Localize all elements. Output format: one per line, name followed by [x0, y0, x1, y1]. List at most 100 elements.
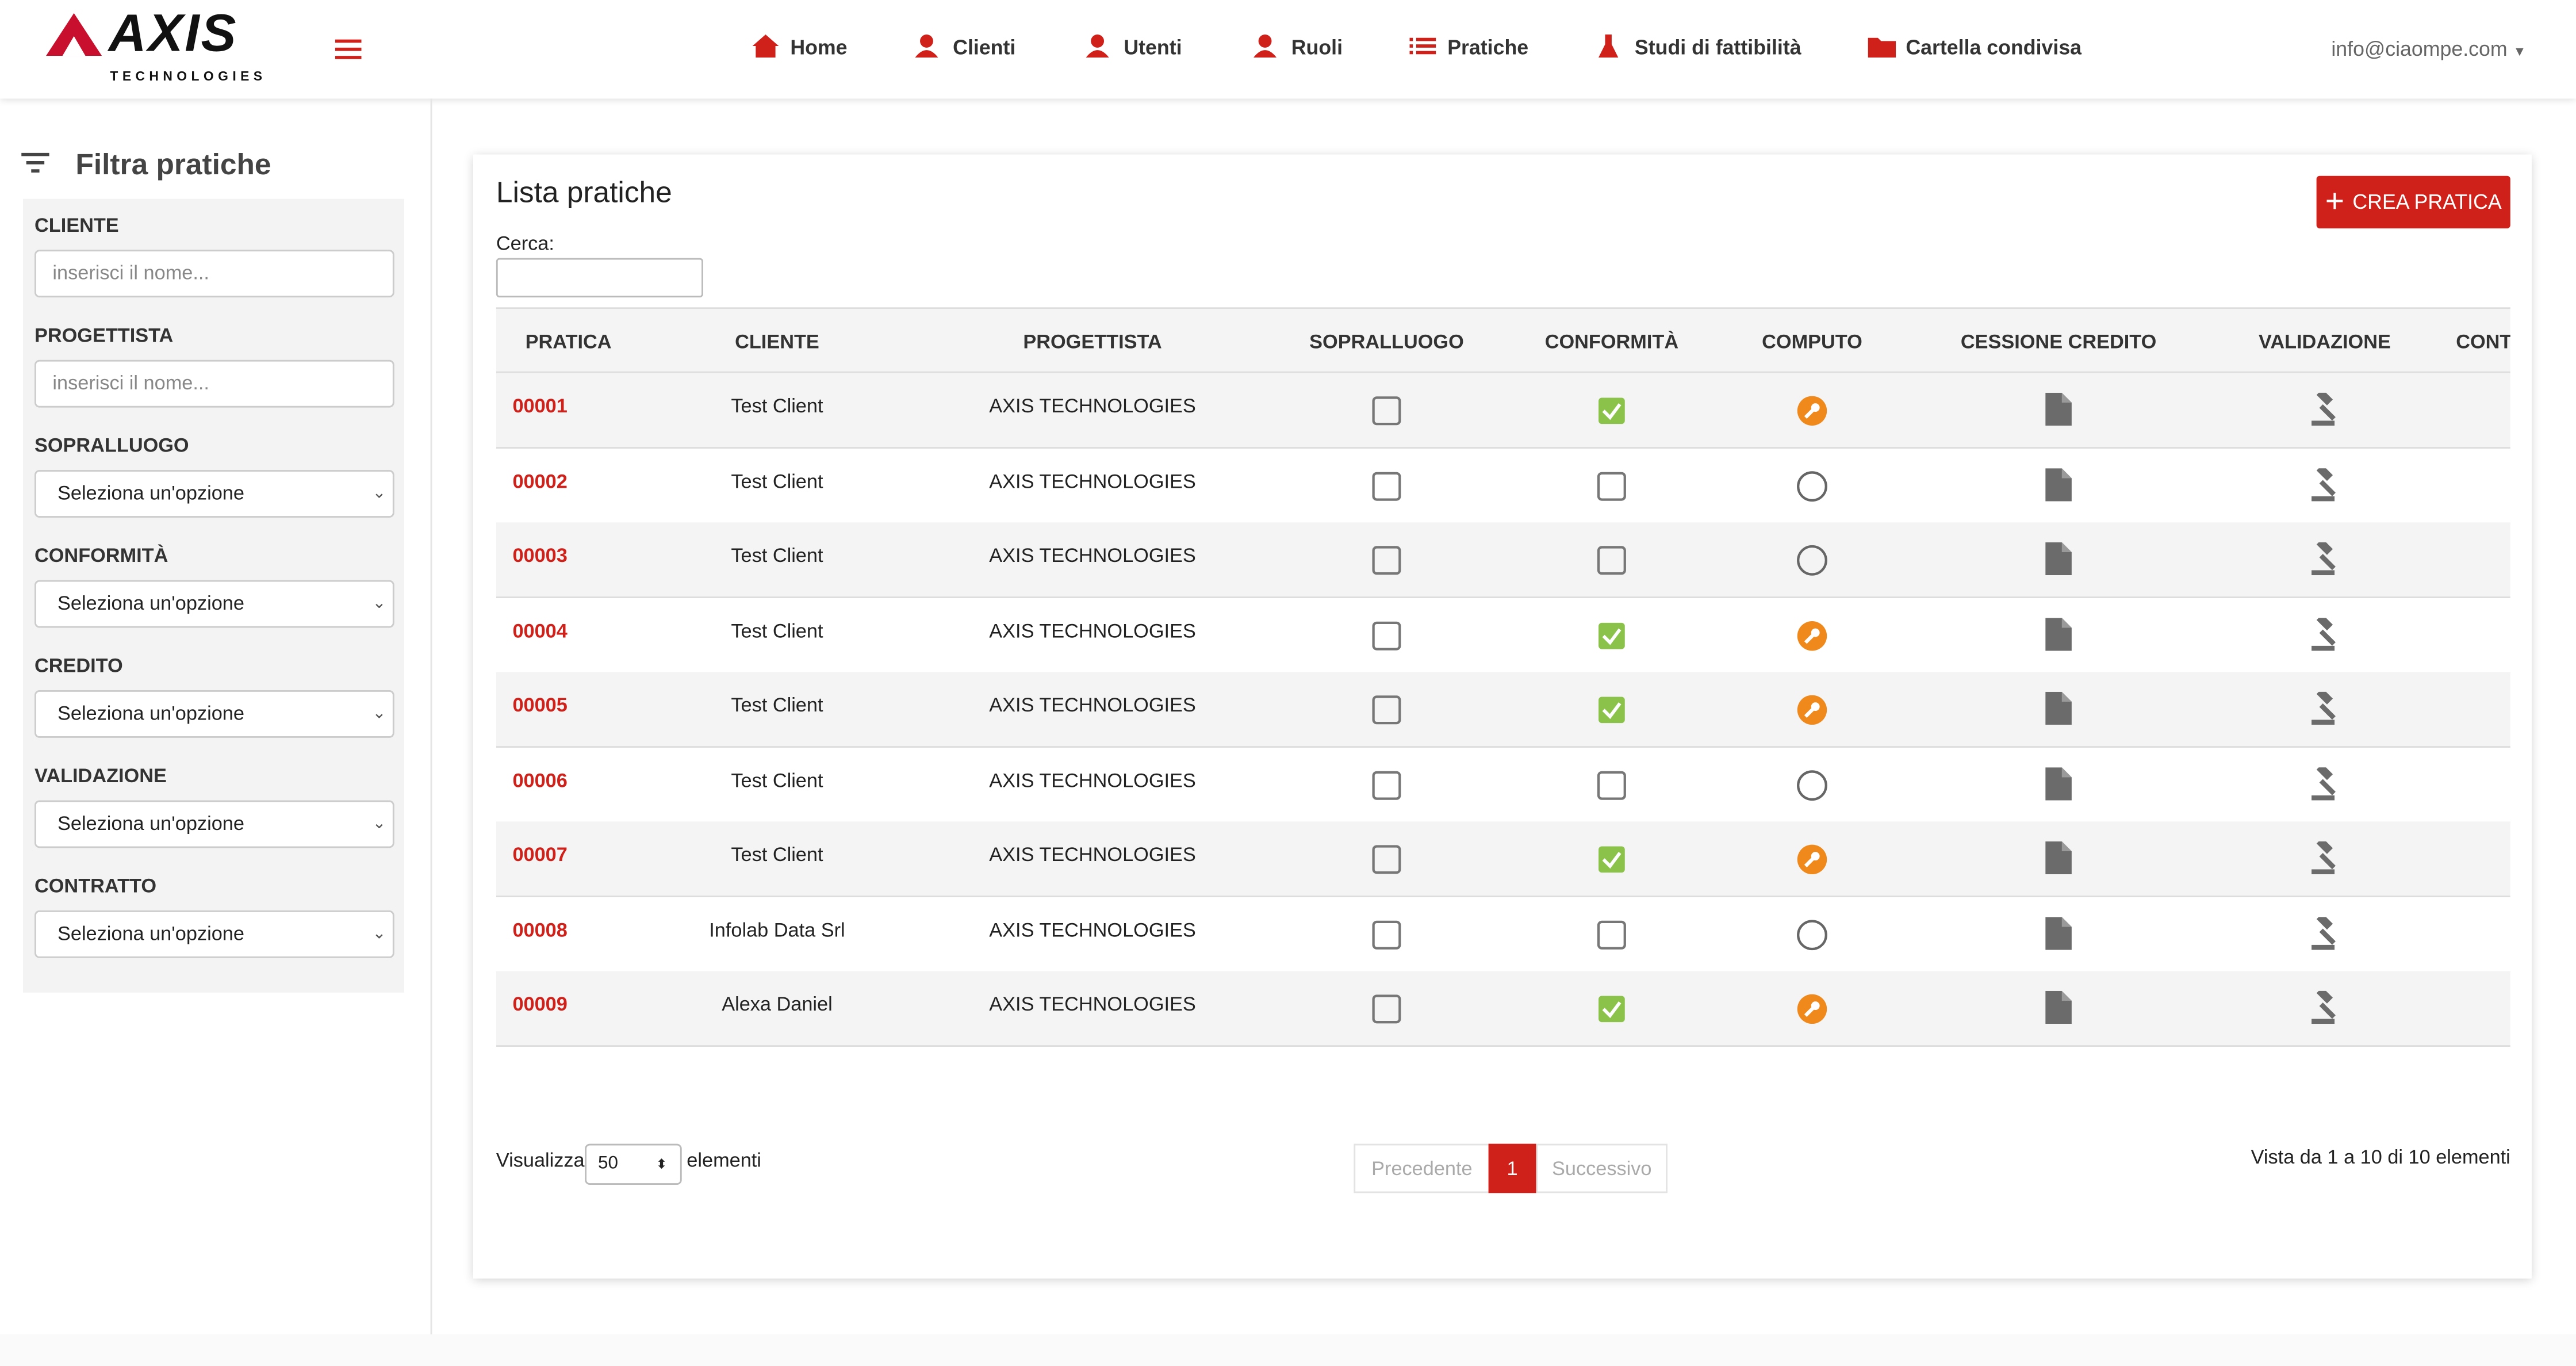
- table-info: Vista da 1 a 10 di 10 elementi: [2251, 1145, 2510, 1168]
- nav-item[interactable]: Home: [753, 35, 848, 59]
- validazione-icon-svg: [2308, 841, 2341, 876]
- table-row[interactable]: 00009Alexa DanielAXIS TECHNOLOGIES: [496, 971, 2510, 1047]
- elements-label: elementi: [687, 1149, 761, 1172]
- computo-status-svg: [1796, 395, 1828, 427]
- sopralluogo-checkbox-svg: [1372, 695, 1401, 725]
- nav-label: Home: [790, 35, 847, 58]
- pratica-id[interactable]: 00009: [512, 993, 567, 1016]
- progettista: AXIS TECHNOLOGIES: [989, 395, 1195, 418]
- filter-select[interactable]: Seleziona un'opzione⌄: [34, 690, 394, 738]
- pratica-id[interactable]: 00006: [512, 768, 567, 791]
- filter-select[interactable]: Seleziona un'opzione⌄: [34, 800, 394, 848]
- filter-option: Seleziona un'opzione: [57, 592, 244, 615]
- spinner: ⬍: [656, 1145, 667, 1183]
- nav-item[interactable]: Clienti: [915, 35, 1015, 59]
- menu-toggle[interactable]: [335, 40, 362, 59]
- cliente: Test Client: [731, 619, 823, 642]
- page-button[interactable]: 1: [1489, 1144, 1536, 1193]
- pratica-id[interactable]: 00007: [512, 843, 567, 866]
- search-label: Cerca:: [496, 232, 554, 255]
- sopralluogo-checkbox: [1372, 920, 1401, 958]
- create-button[interactable]: +CREA PRATICA: [2317, 176, 2510, 228]
- conformita-checkbox: [1597, 845, 1626, 883]
- table-row[interactable]: 00007Test ClientAXIS TECHNOLOGIES: [496, 822, 2510, 897]
- conformita-checkbox: [1597, 770, 1626, 808]
- nav-item[interactable]: Studi di fattibilità: [1597, 35, 1801, 59]
- nav-icon-svg: [915, 35, 943, 59]
- logo-subtitle: TECHNOLOGIES: [110, 69, 266, 84]
- sopralluogo-checkbox-svg: [1372, 770, 1401, 799]
- sidebar-title: Filtra pratiche: [75, 148, 271, 182]
- cliente: Test Client: [731, 469, 823, 492]
- cliente: Alexa Daniel: [722, 993, 833, 1016]
- table-row[interactable]: 00004Test ClientAXIS TECHNOLOGIES: [496, 598, 2510, 673]
- column-header: SOPRALLUOGO: [1309, 330, 1464, 353]
- cessione-icon-svg: [2045, 617, 2072, 650]
- conformita-checkbox: [1597, 994, 1626, 1032]
- pratica-id[interactable]: 00003: [512, 544, 567, 567]
- pratica-id[interactable]: 00001: [512, 395, 567, 418]
- sopralluogo-checkbox: [1372, 994, 1401, 1032]
- validazione-icon: [2308, 468, 2341, 510]
- filter-select[interactable]: Seleziona un'opzione⌄: [34, 580, 394, 628]
- filter-label: VALIDAZIONE: [34, 764, 167, 787]
- next-button[interactable]: Successivo: [1536, 1144, 1667, 1193]
- column-header: CONFORMITÀ: [1545, 330, 1678, 353]
- filter-select[interactable]: Seleziona un'opzione⌄: [34, 910, 394, 958]
- cliente: Test Client: [731, 843, 823, 866]
- sopralluogo-checkbox-svg: [1372, 396, 1401, 426]
- pratica-id[interactable]: 00008: [512, 918, 567, 941]
- nav-item[interactable]: Ruoli: [1254, 35, 1343, 59]
- sopralluogo-checkbox: [1372, 770, 1401, 808]
- filter-input[interactable]: inserisci il nome...: [34, 360, 394, 408]
- nav-icon-svg: [1868, 35, 1896, 59]
- validazione-icon: [2308, 542, 2341, 585]
- pratica-id[interactable]: 00004: [512, 619, 567, 642]
- table-row[interactable]: 00008Infolab Data SrlAXIS TECHNOLOGIES: [496, 897, 2510, 972]
- nav-item[interactable]: Pratiche: [1409, 35, 1528, 59]
- search-input[interactable]: [496, 258, 703, 298]
- nav-icon-svg: [1597, 35, 1625, 59]
- column-header: CONTRATTO: [2456, 330, 2510, 353]
- header: AXIS TECHNOLOGIES Home Clienti Utenti Ruoli…: [0, 0, 2576, 98]
- conformita-checkbox: [1597, 920, 1626, 958]
- validazione-icon-svg: [2308, 692, 2341, 726]
- sopralluogo-checkbox: [1372, 845, 1401, 883]
- filter-option: Seleziona un'opzione: [57, 702, 244, 725]
- nav-item[interactable]: Utenti: [1086, 35, 1182, 59]
- conformita-checkbox-svg: [1597, 396, 1626, 426]
- table-row[interactable]: 00010Daniela ValeAXIS TECHNOLOGIES: [496, 1046, 2510, 1057]
- conformita-checkbox-svg: [1597, 770, 1626, 799]
- conformita-checkbox: [1597, 471, 1626, 509]
- validazione-icon-svg: [2308, 542, 2341, 577]
- cessione-icon: [2045, 692, 2072, 733]
- computo-status-svg: [1796, 843, 1828, 876]
- filter-label: PROGETTISTA: [34, 324, 173, 347]
- nav-icon-svg: [1086, 35, 1114, 59]
- table-row[interactable]: 00001Test ClientAXIS TECHNOLOGIES: [496, 373, 2510, 449]
- conformita-checkbox-svg: [1597, 695, 1626, 725]
- table-row[interactable]: 00003Test ClientAXIS TECHNOLOGIES: [496, 523, 2510, 598]
- filter-input[interactable]: inserisci il nome...: [34, 250, 394, 297]
- table-row[interactable]: 00006Test ClientAXIS TECHNOLOGIES: [496, 747, 2510, 822]
- nav-icon: [915, 35, 943, 59]
- nav-item[interactable]: Cartella condivisa: [1868, 35, 2082, 59]
- filter-label: CLIENTE: [34, 213, 119, 236]
- sopralluogo-checkbox-svg: [1372, 471, 1401, 500]
- pratica-id[interactable]: 00002: [512, 469, 567, 492]
- user-menu[interactable]: info@ciaompe.com ▼: [2331, 38, 2526, 61]
- filter-label: SOPRALLUOGO: [34, 434, 189, 457]
- table-row[interactable]: 00005Test ClientAXIS TECHNOLOGIES: [496, 672, 2510, 748]
- conformita-checkbox: [1597, 695, 1626, 733]
- filter-select[interactable]: Seleziona un'opzione⌄: [34, 470, 394, 518]
- page-size-select[interactable]: 50⬍: [585, 1144, 682, 1185]
- validazione-icon: [2308, 617, 2341, 660]
- pratica-id[interactable]: 00005: [512, 694, 567, 717]
- prev-button[interactable]: Precedente: [1354, 1144, 1490, 1193]
- logo[interactable]: AXIS: [109, 3, 238, 64]
- create-button-label: CREA PRATICA: [2352, 190, 2501, 213]
- chevron: ⌄: [372, 472, 386, 516]
- computo-status-svg: [1796, 544, 1828, 577]
- cessione-icon-svg: [2045, 393, 2072, 426]
- table-row[interactable]: 00002Test ClientAXIS TECHNOLOGIES: [496, 448, 2510, 523]
